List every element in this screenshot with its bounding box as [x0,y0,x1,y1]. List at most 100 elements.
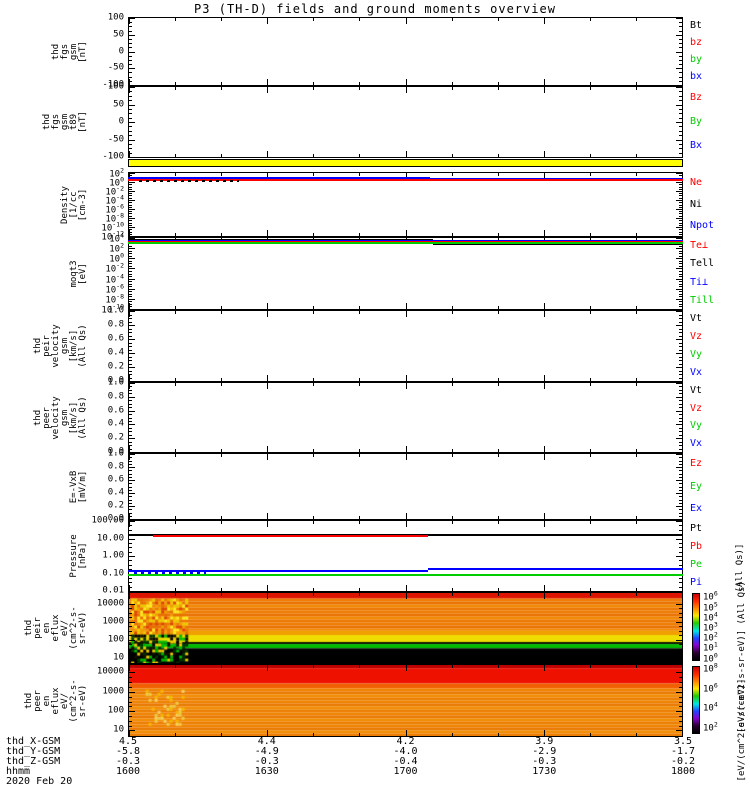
y-minor-tick [129,509,132,510]
y-minor-tick [129,496,132,497]
x-tick [221,449,222,452]
x-tick [129,230,130,236]
y-minor-tick [129,626,132,627]
y-minor-tick [129,56,132,57]
y-tick [676,353,682,354]
y-minor-tick [679,229,682,230]
y-tick [676,279,682,280]
x-tick [636,311,637,314]
y-minor-tick [679,503,682,504]
x-tick [682,375,683,381]
axis-row-value: 3.5 [673,736,693,747]
y-minor-tick [679,96,682,97]
y-minor-tick [679,26,682,27]
y-minor-tick [679,364,682,365]
x-tick [544,454,545,460]
x-tick [682,230,683,236]
y-tick [129,506,135,507]
y-minor-tick [679,43,682,44]
x-tick [590,593,591,596]
y-minor-tick [679,578,682,579]
y-tick [676,556,682,557]
x-tick [544,230,545,236]
y-minor-tick [129,281,132,282]
y-tick-label: 0.0 [107,513,124,524]
legend-Ne: Ne [690,176,703,188]
y-tick [676,506,682,507]
y-minor-tick [679,721,682,722]
y-minor-tick [679,304,682,305]
x-tick [682,311,683,317]
x-tick [406,87,407,93]
y-tick [676,35,682,36]
x-tick [175,588,176,591]
y-minor-tick [129,644,132,645]
axis-row-value: -5.8 [115,746,141,757]
x-tick [359,154,360,157]
axis-row-label-hhmm: hhmm [6,766,31,777]
x-tick [267,513,268,519]
legend-bz: bz [690,36,703,48]
y-tick [129,87,135,88]
y-minor-tick [129,428,132,429]
y-minor-tick [679,187,682,188]
y-minor-tick [129,31,132,32]
y-minor-tick [679,336,682,337]
x-tick [129,79,130,85]
x-tick [313,173,314,176]
x-tick [544,383,545,389]
y-minor-tick [679,726,682,727]
legend-Pt: Pt [690,523,703,534]
y-minor-tick [129,276,132,277]
y-minor-tick [129,543,132,544]
y-minor-tick [129,386,132,387]
x-tick [221,733,222,736]
y-minor-tick [679,421,682,422]
y-minor-tick [129,569,132,570]
x-tick [636,383,637,386]
y-tick [129,268,135,269]
y-tick [129,236,135,237]
x-tick [267,657,268,663]
x-tick [359,516,360,519]
y-minor-tick [679,613,682,614]
legend-Bx: Bx [690,140,703,151]
x-tick [498,154,499,157]
x-tick [313,378,314,381]
colorbar-tick-label: 105 [703,600,718,614]
y-minor-tick [679,525,682,526]
x-tick [498,238,499,241]
axis-row-value: -2.9 [532,746,557,757]
y-minor-tick [679,386,682,387]
y-minor-tick [129,193,132,194]
y-minor-tick [129,578,132,579]
x-tick [267,311,268,317]
y-tick [129,122,135,123]
x-tick [682,173,683,179]
y-minor-tick [129,220,132,221]
x-tick [590,516,591,519]
x-tick [406,151,407,157]
y-minor-tick [129,418,132,419]
y-minor-tick [129,153,132,154]
y-axis-label-line: sr-eV) [78,611,88,645]
y-tick [129,325,135,326]
legend-Ti⊥: Ti⊥ [690,276,709,288]
x-tick [406,79,407,85]
y-minor-tick [129,286,132,287]
y-minor-tick [679,246,682,247]
y-minor-tick [679,175,682,176]
y-minor-tick [679,223,682,224]
x-tick [221,516,222,519]
x-tick [359,665,360,668]
y-minor-tick [679,216,682,217]
y-tick-label: 100 [107,634,124,645]
y-tick [129,383,135,384]
y-minor-tick [129,350,132,351]
peer-eflux-spectrogram-canvas [129,665,682,736]
y-minor-tick [129,706,132,707]
y-tick [676,658,682,659]
y-tick-label: 10 [113,724,124,735]
panel-frame-peir-velocity [128,310,683,382]
y-minor-tick [129,261,132,262]
